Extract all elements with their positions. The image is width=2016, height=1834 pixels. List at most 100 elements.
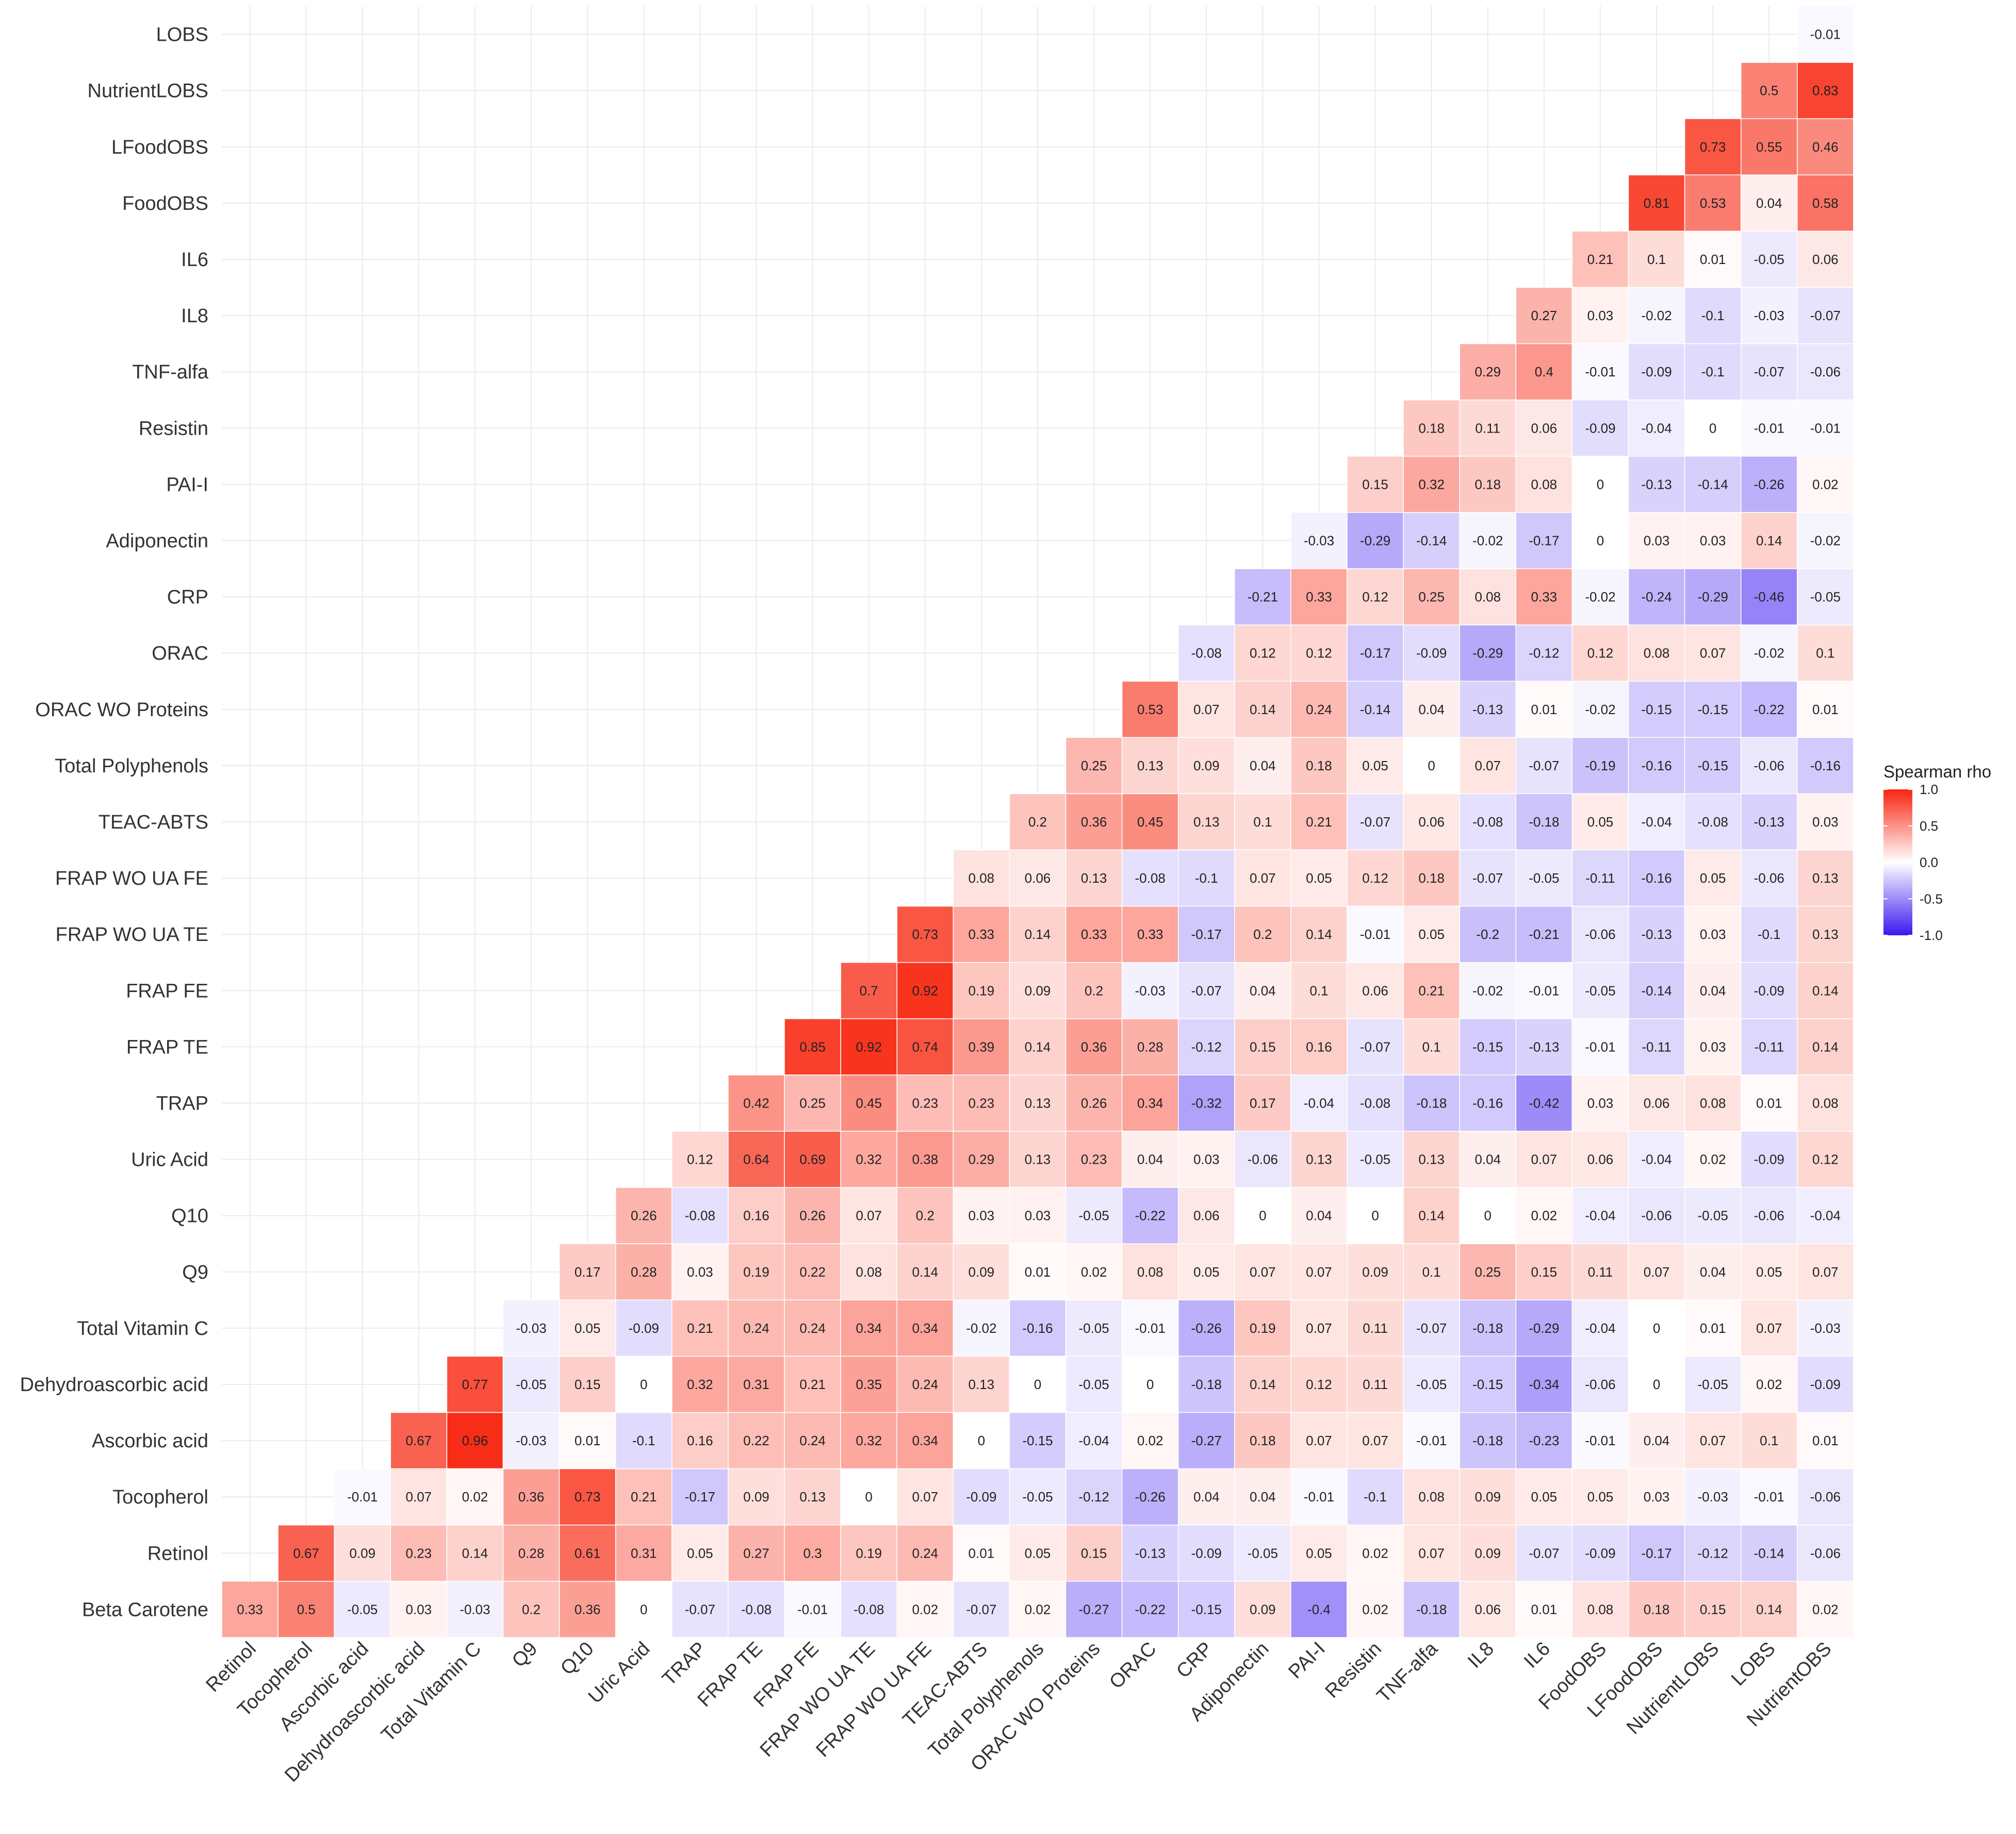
cell-value-label: 0.23 — [912, 1095, 938, 1111]
cell-value-label: -0.03 — [1754, 308, 1784, 323]
cell-value-label: -0.05 — [1416, 1377, 1447, 1392]
cell-value-label: 0.18 — [1306, 758, 1332, 773]
cell-value-label: 0.12 — [1306, 646, 1332, 661]
heatmap-cell — [1290, 1356, 1348, 1413]
cell-value-label: -0.02 — [966, 1320, 996, 1336]
heatmap-cells: -0.01 0.5 0.83 0.73 0.55 0.46 0.81 0.53 0.04 0.58… — [221, 6, 1854, 1638]
cell-value-label: 0.39 — [969, 1039, 995, 1054]
heatmap-cell — [1797, 1581, 1854, 1638]
cell-value-label: -0.03 — [460, 1601, 490, 1617]
cell-value-label: 0.24 — [799, 1320, 826, 1336]
heatmap-cell — [1121, 1243, 1179, 1301]
heatmap-cell — [896, 1187, 954, 1244]
cell-value-label: -0.06 — [1754, 1208, 1784, 1224]
cell-value-label: 0.32 — [856, 1152, 882, 1167]
cell-value-label: -0.06 — [1641, 1208, 1671, 1224]
cell-value-label: -0.07 — [1360, 1039, 1390, 1054]
cell-value-label: 0.04 — [1250, 1489, 1276, 1505]
heatmap-cell — [1290, 681, 1348, 738]
heatmap-cell — [840, 1187, 897, 1244]
cell-value-label: -0.15 — [1698, 702, 1728, 717]
y-axis-label: IL8 — [181, 305, 208, 327]
heatmap-cell — [840, 1018, 897, 1076]
heatmap-cell — [1347, 1187, 1404, 1244]
heatmap-cell — [1121, 1524, 1179, 1582]
cell-value-label: 0.74 — [912, 1039, 938, 1054]
heatmap-cell — [502, 1299, 560, 1357]
y-axis-label: Q10 — [171, 1205, 208, 1227]
cell-value-label: 0.67 — [406, 1433, 432, 1448]
heatmap-cell — [1628, 905, 1685, 963]
y-axis-label: ORAC WO Proteins — [35, 699, 208, 721]
cell-value-label: 0 — [1146, 1377, 1154, 1392]
heatmap-cell — [1403, 1581, 1460, 1638]
cell-value-label: 0 — [1709, 420, 1716, 436]
cell-value-label: 0.17 — [575, 1264, 601, 1280]
cell-value-label: 0.18 — [1474, 476, 1501, 492]
cell-value-label: 0.07 — [1531, 1152, 1558, 1167]
legend-color-bar — [1883, 789, 1912, 935]
heatmap-cell — [559, 1581, 616, 1638]
cell-value-label: 0.09 — [349, 1545, 375, 1561]
cell-value-label: 0.33 — [1306, 589, 1332, 605]
heatmap-cell — [390, 1412, 448, 1469]
cell-value-label: 0.02 — [1531, 1208, 1558, 1224]
heatmap-cell — [1459, 737, 1517, 795]
heatmap-cell — [1065, 1412, 1123, 1469]
heatmap-cell — [671, 1468, 729, 1526]
cell-value-label: 0.24 — [743, 1320, 769, 1336]
cell-value-label: 0 — [1653, 1377, 1660, 1392]
cell-value-label: 0.15 — [1700, 1601, 1726, 1617]
cell-value-label: 0.01 — [1700, 252, 1726, 267]
heatmap-cell — [1459, 343, 1517, 401]
cell-value-label: 0.2 — [1253, 927, 1272, 942]
cell-value-label: 0.24 — [799, 1433, 826, 1448]
heatmap-cell — [1347, 1243, 1404, 1301]
y-axis-label: ORAC — [152, 643, 208, 665]
cell-value-label: 0.03 — [1025, 1208, 1051, 1224]
cell-value-label: -0.09 — [966, 1489, 996, 1505]
heatmap-cell — [671, 1187, 729, 1244]
cell-value-label: -0.02 — [1754, 646, 1784, 661]
x-axis-label: PAI-I — [1284, 1638, 1329, 1683]
cell-value-label: 0.1 — [1647, 252, 1666, 267]
heatmap-cell — [615, 1356, 673, 1413]
cell-value-label: 0 — [865, 1489, 872, 1505]
cell-value-label: -0.13 — [1641, 476, 1671, 492]
heatmap-cell — [615, 1581, 673, 1638]
cell-value-label: -0.06 — [1810, 1545, 1841, 1561]
heatmap-cell — [1628, 1131, 1685, 1188]
x-axis-label: IL8 — [1464, 1638, 1498, 1673]
heatmap-cell — [728, 1581, 785, 1638]
heatmap-cell — [1571, 343, 1629, 401]
heatmap-cell — [1571, 1299, 1629, 1357]
heatmap-cell — [1571, 230, 1629, 288]
cell-value-label: 0.7 — [860, 983, 878, 998]
cell-value-label: 0.73 — [1700, 139, 1726, 155]
heatmap-cell — [1121, 1018, 1179, 1076]
cell-value-label: -0.18 — [1472, 1320, 1503, 1336]
cell-value-label: -0.03 — [1304, 533, 1334, 548]
heatmap-cell — [1290, 1468, 1348, 1526]
heatmap-cell — [1234, 624, 1291, 682]
cell-value-label: 0.07 — [1812, 1264, 1839, 1280]
heatmap-cell — [1797, 624, 1854, 682]
heatmap-cell — [1684, 287, 1742, 344]
heatmap-cell — [1121, 849, 1179, 907]
heatmap-cell — [1347, 681, 1404, 738]
heatmap-cell — [1571, 1018, 1629, 1076]
heatmap-cell — [1571, 1131, 1629, 1188]
cell-value-label: 0 — [1371, 1208, 1379, 1224]
heatmap-cell — [502, 1468, 560, 1526]
cell-value-label: 0.12 — [687, 1152, 713, 1167]
heatmap-cell — [1234, 793, 1291, 851]
cell-value-label: 0.12 — [1250, 646, 1276, 661]
cell-value-label: 0.23 — [1081, 1152, 1107, 1167]
heatmap-cell — [953, 1412, 1010, 1469]
heatmap-cell — [1459, 1018, 1517, 1076]
heatmap-cell — [1290, 793, 1348, 851]
cell-value-label: 0.42 — [743, 1095, 769, 1111]
cell-value-label: 0.19 — [969, 983, 995, 998]
cell-value-label: 0.03 — [1812, 814, 1839, 830]
cell-value-label: -0.09 — [1191, 1545, 1222, 1561]
